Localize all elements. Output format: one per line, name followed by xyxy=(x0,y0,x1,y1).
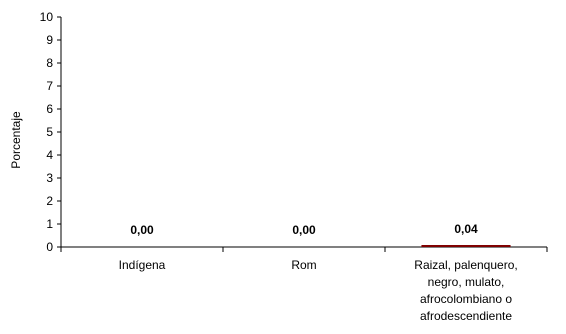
y-tick-label: 9 xyxy=(46,33,53,47)
x-tick-label-line: Raizal, palenquero, xyxy=(414,258,517,272)
y-tick-label: 10 xyxy=(40,10,54,24)
data-label: 0,04 xyxy=(454,222,478,236)
x-tick-label-line: Rom xyxy=(291,258,316,272)
y-tick-label: 2 xyxy=(46,194,53,208)
bar xyxy=(421,245,511,247)
x-tick-label-line: Indígena xyxy=(119,258,166,272)
y-tick-label: 8 xyxy=(46,56,53,70)
x-tick-label-line: afrocolombiano o xyxy=(420,292,512,306)
y-tick-label: 3 xyxy=(46,171,53,185)
y-tick-label: 4 xyxy=(46,148,53,162)
data-label: 0,00 xyxy=(292,223,316,237)
x-tick-label: Rom xyxy=(291,258,316,272)
x-axis: Indígena Rom Raizal, palenquero, negro, mul… xyxy=(60,246,548,323)
y-axis-title: Porcentaje xyxy=(9,111,23,169)
x-tick-label: Raizal, palenquero, negro, mulato, afrocol… xyxy=(414,258,517,323)
y-tick-label: 1 xyxy=(46,217,53,231)
y-tick-label: 6 xyxy=(46,102,53,116)
y-tick-label: 5 xyxy=(46,125,53,139)
data-labels: 0,00 0,00 0,04 xyxy=(130,222,478,237)
x-tick-label-line: negro, mulato, xyxy=(428,275,505,289)
x-tick-label: Indígena xyxy=(119,258,166,272)
data-label: 0,00 xyxy=(130,223,154,237)
x-tick-label-line: afrodescendiente xyxy=(420,309,512,323)
bars xyxy=(421,245,511,247)
y-axis: 0 1 2 3 4 5 6 7 8 9 10 xyxy=(40,10,62,254)
y-tick-label: 7 xyxy=(46,79,53,93)
y-tick-label: 0 xyxy=(46,240,53,254)
